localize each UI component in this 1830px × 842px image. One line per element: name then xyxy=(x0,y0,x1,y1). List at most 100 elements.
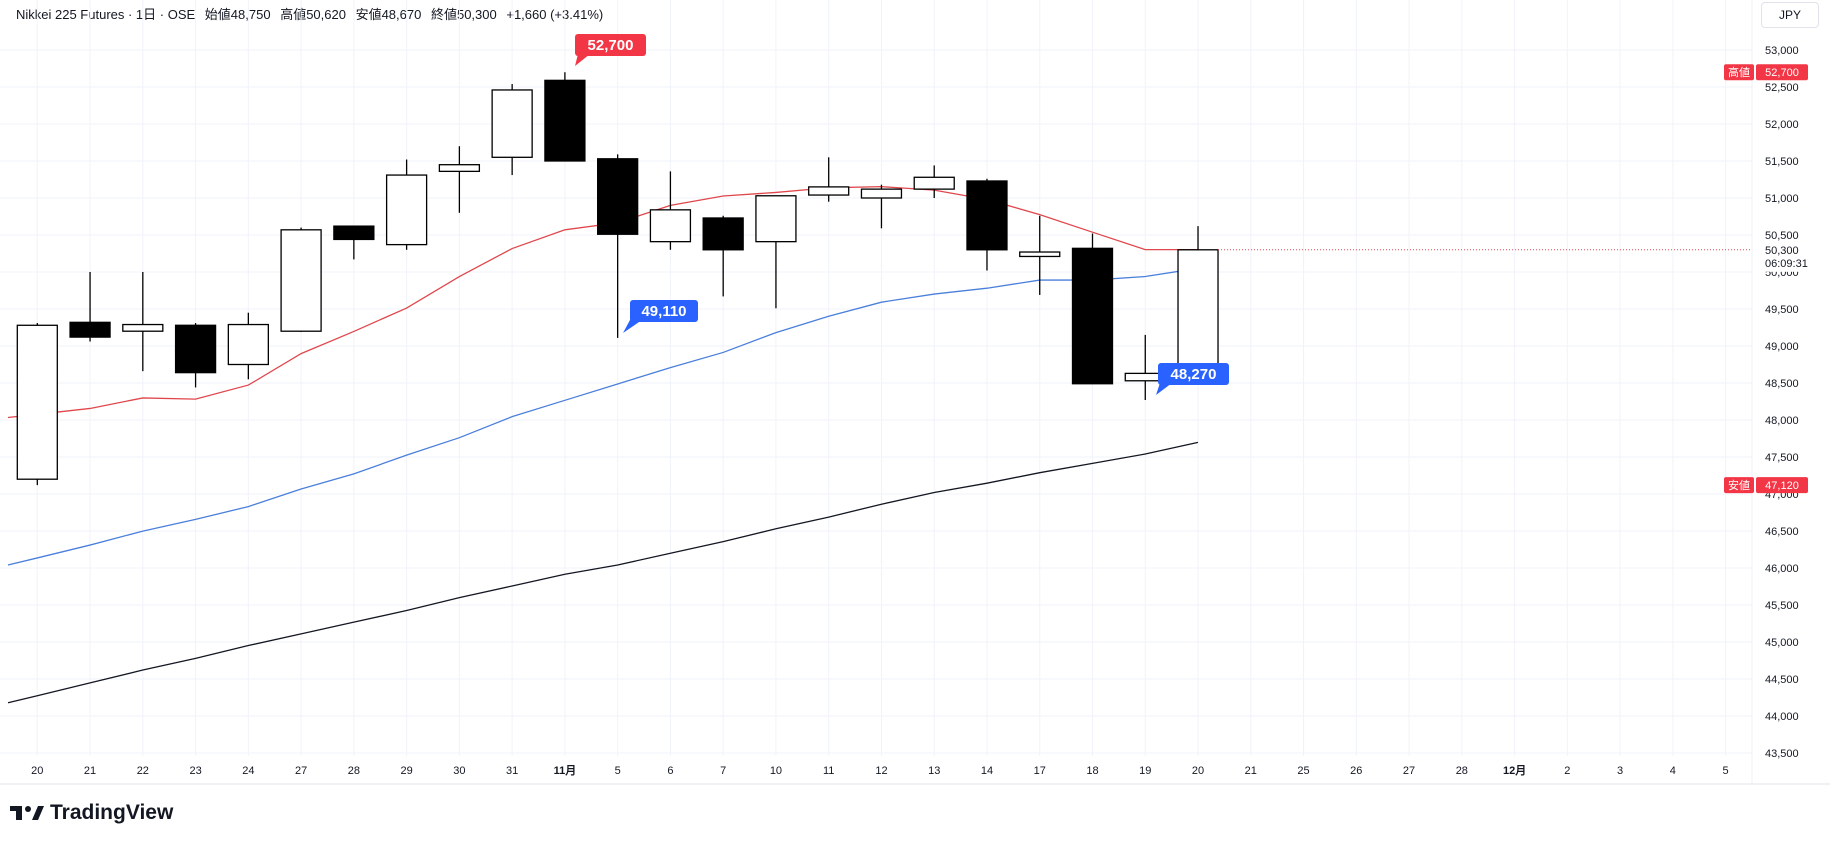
candle-body xyxy=(544,79,586,162)
low-callout-pointer xyxy=(623,320,642,333)
candle-body xyxy=(913,176,955,190)
candle xyxy=(280,227,322,332)
candle xyxy=(122,272,164,372)
low-callout-text: 49,110 xyxy=(641,303,686,320)
low-callout-box xyxy=(1158,363,1229,385)
candle-body xyxy=(755,195,797,243)
candle xyxy=(913,165,955,198)
high-callout-box xyxy=(575,34,646,56)
time-tick-label: 22 xyxy=(137,765,149,777)
symbol-legend: Nikkei 225 Futures · 1日 · OSE 始値48,750 高… xyxy=(16,4,609,23)
time-axis: 20 21 22 23 24 27 28 29 30 31 11月 5 6 7 10 11 12 13 14 17 18… xyxy=(0,764,1830,785)
time-tick-label: 28 xyxy=(348,765,360,777)
time-tick-label: 20 xyxy=(1192,765,1204,777)
price-tick-label: 43,500 xyxy=(1765,748,1799,760)
candle-body xyxy=(491,89,533,158)
low-price-tag-value: 47,120 xyxy=(1765,480,1799,492)
candle xyxy=(16,323,58,486)
price-tick-label: 45,500 xyxy=(1765,600,1799,612)
candle-body xyxy=(438,164,481,173)
tradingview-logo[interactable]: TradingView xyxy=(10,801,173,825)
time-tick-label: 28 xyxy=(1456,765,1468,777)
high-callout: 52,700 xyxy=(575,34,646,66)
candle-body xyxy=(1019,251,1061,258)
time-tick-label: 13 xyxy=(928,765,940,777)
ohlc-open: 始値48,750 xyxy=(204,7,271,22)
time-tick-label: 11 xyxy=(823,765,834,777)
candle-body xyxy=(227,323,269,366)
candle xyxy=(702,215,744,297)
time-tick-label: 21 xyxy=(84,765,96,777)
low-price-tag: 安値 47,120 xyxy=(1724,477,1808,494)
time-tick-label: 10 xyxy=(770,765,782,777)
price-tick-label: 48,000 xyxy=(1765,415,1799,427)
time-tick-label: 2 xyxy=(1564,765,1570,777)
low-price-tag-value-box xyxy=(1756,477,1808,494)
ma-mid-line xyxy=(7,267,1199,566)
price-tick-label: 49,500 xyxy=(1765,304,1799,316)
candle-body xyxy=(1071,247,1114,385)
time-tick-label: 26 xyxy=(1350,765,1362,777)
time-tick-label: 20 xyxy=(31,765,43,777)
bar-countdown: 06:09:31 xyxy=(1765,258,1808,270)
low-callout-pointer xyxy=(1156,383,1172,395)
ohlc-close: 終値50,300 xyxy=(430,7,497,22)
time-tick-label: 31 xyxy=(506,765,518,777)
time-tick-label: 14 xyxy=(981,765,993,777)
candle xyxy=(333,225,375,260)
candle-body xyxy=(16,324,58,480)
ohlc-low: 安値48,670 xyxy=(355,7,422,22)
last-price-label: 50,300 xyxy=(1765,245,1799,257)
low-callout: 48,270 xyxy=(1156,363,1229,395)
price-tick-label: 50,500 xyxy=(1765,230,1799,242)
time-tick-label: 3 xyxy=(1617,765,1623,777)
candle-body xyxy=(174,324,217,374)
low-price-tag-tag xyxy=(1724,477,1754,494)
tradingview-logo-icon xyxy=(10,806,44,820)
candles xyxy=(16,72,1219,486)
candle-body xyxy=(280,229,322,332)
ohlc-change: +1,660 (+3.41%) xyxy=(506,7,604,22)
candle xyxy=(69,272,111,342)
low-callout-box xyxy=(630,300,698,322)
time-tick-label: 25 xyxy=(1297,765,1309,777)
candle xyxy=(385,159,428,250)
symbol-title[interactable]: Nikkei 225 Futures · 1日 · OSE xyxy=(16,7,196,22)
moving-averages xyxy=(7,185,1199,704)
price-tick-label: 51,000 xyxy=(1765,193,1799,205)
price-tick-label: 49,000 xyxy=(1765,341,1799,353)
time-tick-label: 7 xyxy=(720,765,726,777)
candle xyxy=(860,184,903,229)
time-tick-label: 6 xyxy=(667,765,673,777)
high-price-tag-value-box xyxy=(1756,64,1808,81)
price-tick-label: 51,500 xyxy=(1765,156,1799,168)
price-tick-label: 44,500 xyxy=(1765,674,1799,686)
currency-button[interactable]: JPY xyxy=(1761,2,1819,28)
price-tick-label: 47,500 xyxy=(1765,452,1799,464)
price-tick-label: 53,000 xyxy=(1765,45,1799,57)
time-tick-label: 21 xyxy=(1245,765,1257,777)
candle-body xyxy=(122,323,164,332)
time-tick-label: 18 xyxy=(1086,765,1098,777)
time-tick-label: 27 xyxy=(295,765,307,777)
tradingview-wordmark: TradingView xyxy=(50,801,174,824)
last-price-bg xyxy=(1756,241,1830,272)
time-tick-label: 27 xyxy=(1403,765,1415,777)
candle-body xyxy=(966,180,1008,251)
annotations: 52,700 49,110 48,270 xyxy=(575,34,1752,395)
low-price-tag-tag-text: 安値 xyxy=(1728,478,1750,492)
candle xyxy=(597,154,639,338)
price-tick-label: 46,000 xyxy=(1765,563,1799,575)
time-tick-label: 19 xyxy=(1139,765,1151,777)
candle-body xyxy=(385,174,428,246)
candle-body xyxy=(860,188,903,199)
candle-body xyxy=(808,186,850,196)
time-tick-label: 11月 xyxy=(554,764,577,777)
price-tick-label: 46,500 xyxy=(1765,526,1799,538)
price-axis: 53,00052,50052,00051,50051,00050,50050,0… xyxy=(1724,0,1830,784)
candle xyxy=(966,178,1008,271)
high-price-tag-value: 52,700 xyxy=(1765,67,1799,79)
high-price-tag: 高値 52,700 xyxy=(1724,64,1808,81)
time-tick-label: 4 xyxy=(1670,765,1676,777)
